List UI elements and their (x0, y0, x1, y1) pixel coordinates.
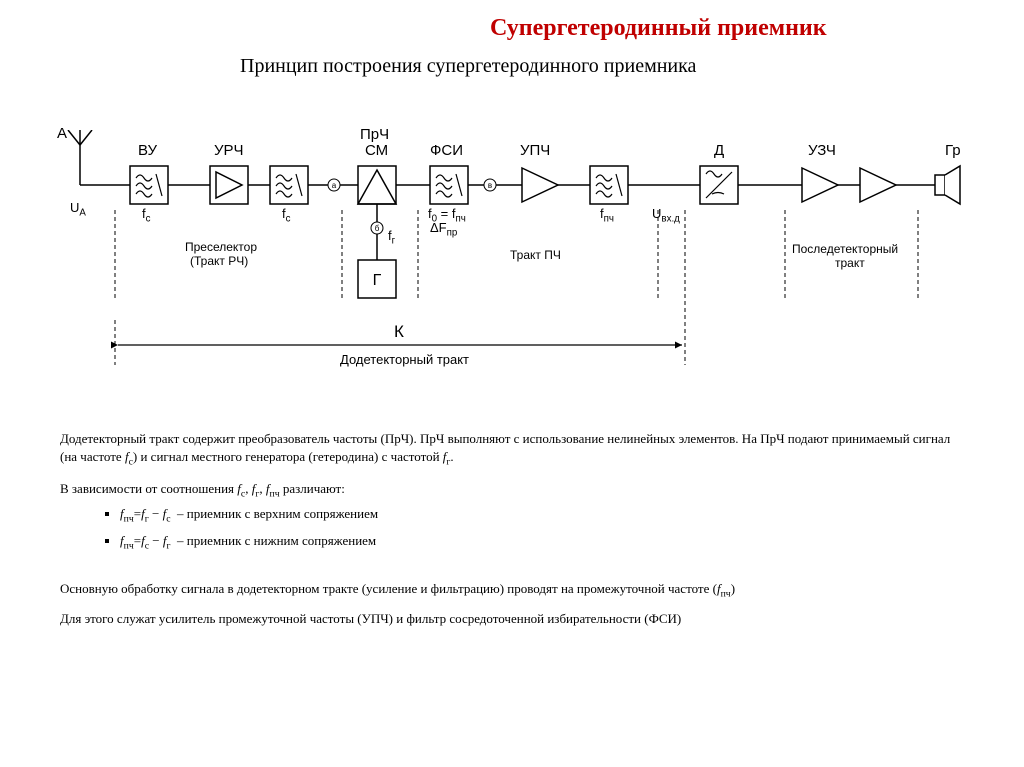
sm-label: СМ (365, 142, 388, 159)
urch-below: fc (282, 206, 291, 225)
d-label: Д (714, 142, 724, 159)
paragraph-2: В зависимости от соотношения fc, fг, fпч… (60, 480, 960, 560)
paragraph-1: Додетекторный тракт содержит преобразова… (60, 430, 960, 469)
svg-text:в: в (488, 181, 492, 190)
sm-fg: fг (388, 228, 395, 247)
fsi-below2: ΔFпр (430, 220, 457, 239)
vu-below: fc (142, 206, 151, 225)
upch-label: УПЧ (520, 142, 550, 159)
d-uvx: Uвх.д (652, 206, 680, 225)
antenna-below: UA (70, 200, 86, 219)
vu-label: ВУ (138, 142, 157, 159)
paragraph-3: Основную обработку сигнала в додетекторн… (60, 580, 960, 601)
upch-below: fпч (600, 206, 614, 225)
urch-label: УРЧ (214, 142, 244, 159)
postdet-label2: тракт (835, 256, 865, 270)
preselektor-label: Преселектор (185, 240, 257, 254)
antenna-label: А (57, 125, 67, 142)
prch-label: ПрЧ (360, 126, 389, 143)
paragraph-4: Для этого служат усилитель промежуточной… (60, 610, 960, 628)
svg-text:б: б (375, 224, 380, 233)
bullet-2: fпч=fc − fг – приемник с нижним сопряжен… (120, 532, 960, 553)
speaker-label: Гр (945, 142, 961, 159)
svg-text:Г: Г (373, 272, 382, 289)
subtitle: Принцип построения супергетеродинного пр… (240, 55, 696, 78)
k-label2: Додетекторный тракт (340, 352, 469, 367)
page-title: Супергетеродинный приемник (490, 15, 827, 42)
postdet-label: Последетекторный (792, 242, 898, 256)
k-label: К (394, 322, 404, 342)
trakt-pch-label: Тракт ПЧ (510, 248, 561, 262)
uzch-label: УЗЧ (808, 142, 836, 159)
fsi-label: ФСИ (430, 142, 463, 159)
block-diagram: a б Г в А UA ВУ fc УРЧ fc ПрЧ СМ fг ФСИ … (60, 130, 980, 380)
bullet-1: fпч=fг − fc – приемник с верхним сопряже… (120, 505, 960, 526)
svg-text:a: a (332, 181, 337, 190)
preselektor-label2: (Тракт РЧ) (190, 254, 248, 268)
